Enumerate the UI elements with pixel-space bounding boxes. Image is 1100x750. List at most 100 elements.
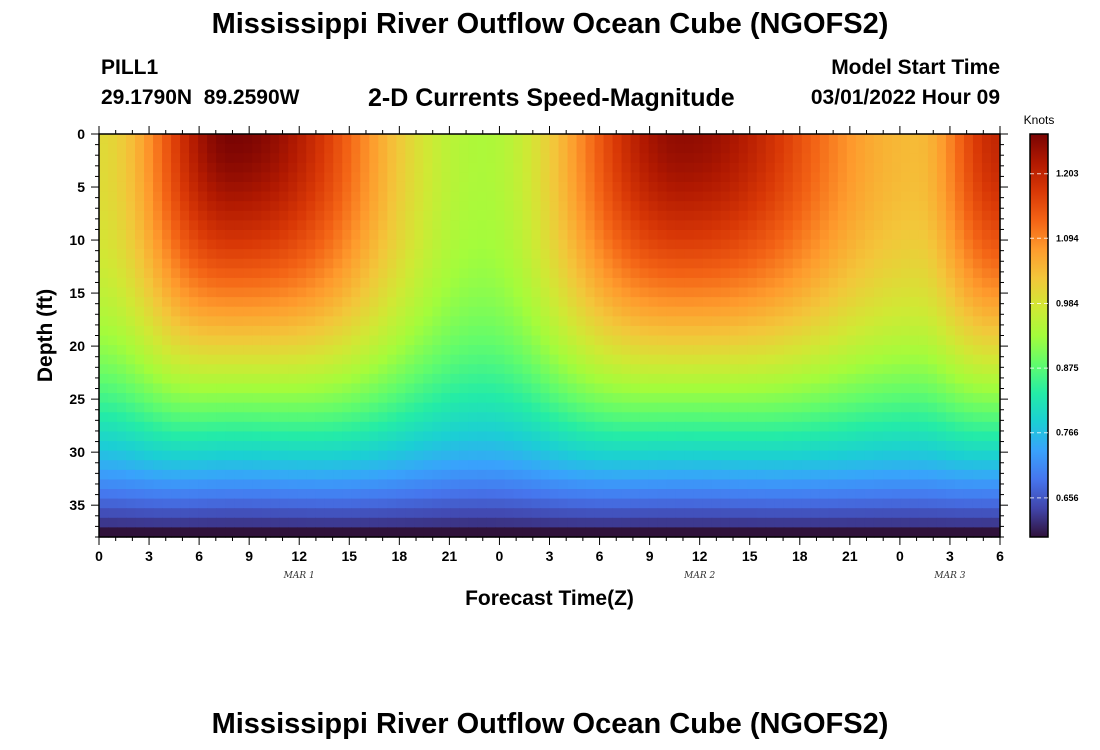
- heatmap-cell: [738, 402, 749, 413]
- heatmap-cell: [630, 220, 641, 231]
- heatmap-cell: [702, 431, 713, 442]
- heatmap-cell: [630, 517, 641, 529]
- heatmap-cell: [153, 479, 163, 490]
- heatmap-cell: [306, 287, 316, 298]
- heatmap-cell: [981, 402, 992, 413]
- heatmap-cell: [342, 335, 352, 346]
- heatmap-cell: [936, 383, 947, 394]
- heatmap-cell: [324, 489, 334, 500]
- heatmap-cell: [315, 383, 325, 394]
- heatmap-cell: [225, 277, 235, 289]
- heatmap-cell: [774, 460, 785, 471]
- heatmap-cell: [945, 287, 956, 298]
- heatmap-cell: [747, 143, 758, 154]
- heatmap-cell: [909, 239, 920, 250]
- heatmap-cell: [639, 460, 650, 471]
- heatmap-cell: [288, 364, 298, 375]
- heatmap-cell: [936, 201, 947, 212]
- heatmap-cell: [720, 527, 731, 538]
- heatmap-cell: [234, 354, 244, 365]
- heatmap-cell: [837, 412, 848, 423]
- heatmap-cell: [216, 249, 226, 260]
- heatmap-cell: [153, 239, 163, 250]
- heatmap-cell: [504, 498, 515, 509]
- heatmap-cell: [522, 373, 533, 385]
- heatmap-cell: [459, 517, 470, 529]
- heatmap-cell: [441, 431, 451, 442]
- heatmap-cell: [189, 354, 199, 365]
- heatmap-cell: [585, 191, 596, 202]
- heatmap-cell: [981, 134, 992, 145]
- heatmap-cell: [594, 181, 605, 193]
- heatmap-cell: [279, 517, 289, 529]
- heatmap-cell: [648, 508, 659, 519]
- heatmap-cell: [666, 364, 677, 375]
- heatmap-cell: [612, 306, 623, 317]
- heatmap-cell: [936, 153, 947, 164]
- heatmap-cell: [774, 153, 785, 164]
- heatmap-cell: [144, 220, 154, 231]
- heatmap-cell: [756, 220, 767, 231]
- heatmap-cell: [396, 489, 406, 500]
- heatmap-cell: [837, 249, 848, 260]
- heatmap-cell: [864, 402, 875, 413]
- heatmap-cell: [324, 508, 334, 519]
- heatmap-cell: [531, 172, 542, 183]
- x-tick-label: 6: [996, 548, 1004, 564]
- heatmap-cell: [531, 297, 542, 308]
- heatmap-cell: [954, 201, 965, 212]
- heatmap-cell: [639, 335, 650, 346]
- heatmap-cell: [693, 373, 704, 385]
- heatmap-cell: [234, 479, 244, 490]
- heatmap-cell: [144, 450, 154, 461]
- heatmap-cell: [180, 335, 190, 346]
- heatmap-cell: [603, 498, 614, 509]
- heatmap-cell: [504, 258, 515, 269]
- heatmap-cell: [909, 210, 920, 221]
- heatmap-cell: [522, 201, 533, 212]
- heatmap-cell: [756, 239, 767, 250]
- heatmap-cell: [729, 431, 740, 442]
- heatmap-cell: [405, 335, 415, 346]
- heatmap-cell: [657, 373, 668, 385]
- heatmap-cell: [414, 191, 424, 202]
- heatmap-cell: [144, 469, 154, 481]
- heatmap-cell: [234, 181, 244, 193]
- heatmap-cell: [216, 421, 226, 433]
- heatmap-cell: [180, 364, 190, 375]
- heatmap-cell: [297, 287, 307, 298]
- heatmap-cell: [837, 354, 848, 365]
- heatmap-cell: [306, 297, 316, 308]
- heatmap-cell: [378, 210, 388, 221]
- heatmap-cell: [648, 297, 659, 308]
- heatmap-cell: [810, 393, 821, 404]
- heatmap-cell: [837, 153, 848, 164]
- heatmap-cell: [702, 143, 713, 154]
- heatmap-cell: [495, 325, 506, 337]
- heatmap-cell: [747, 306, 758, 317]
- heatmap-cell: [810, 479, 821, 490]
- heatmap-cell: [387, 181, 397, 193]
- heatmap-cell: [252, 134, 262, 145]
- heatmap-cell: [855, 345, 866, 356]
- heatmap-cell: [513, 364, 524, 375]
- heatmap-cell: [603, 249, 614, 260]
- heatmap-cell: [360, 162, 370, 173]
- heatmap-cell: [945, 325, 956, 337]
- heatmap-cell: [261, 402, 271, 413]
- heatmap-cell: [747, 297, 758, 308]
- heatmap-cell: [414, 517, 424, 529]
- heatmap-cell: [180, 489, 190, 500]
- heatmap-cell: [702, 191, 713, 202]
- heatmap-cell: [540, 479, 551, 490]
- heatmap-cell: [108, 364, 118, 375]
- heatmap-cell: [909, 383, 920, 394]
- heatmap-cell: [270, 383, 280, 394]
- heatmap-cell: [279, 277, 289, 289]
- heatmap-cell: [720, 517, 731, 529]
- heatmap-cell: [918, 134, 929, 145]
- heatmap-cell: [846, 373, 857, 385]
- heatmap-cell: [747, 287, 758, 298]
- heatmap-cell: [216, 210, 226, 221]
- heatmap-cell: [216, 143, 226, 154]
